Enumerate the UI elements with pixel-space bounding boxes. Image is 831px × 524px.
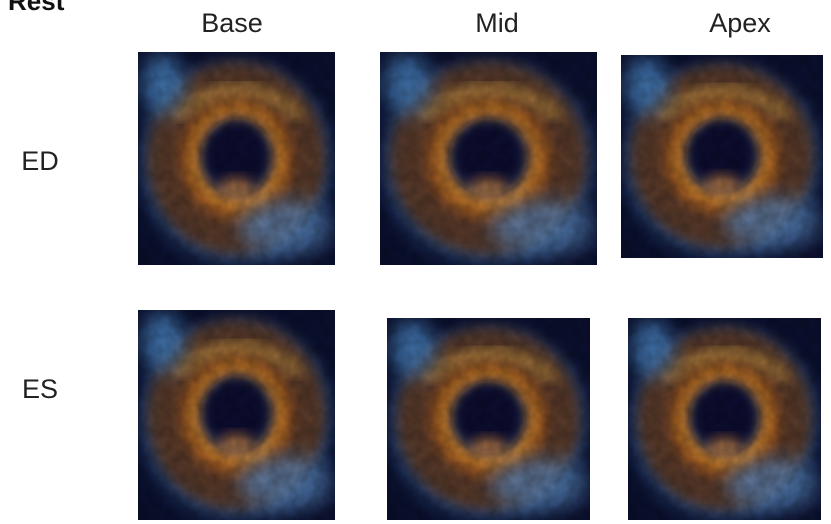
row-label: ED [21, 146, 59, 176]
column-label: Mid [475, 8, 519, 38]
cardiac-image [387, 318, 590, 520]
cardiac-image [380, 52, 597, 265]
figure-title: Rest [8, 0, 65, 16]
cardiac-image [621, 55, 823, 258]
column-label: Apex [709, 8, 771, 38]
cardiac-image [138, 52, 335, 265]
column-label: Base [201, 8, 263, 38]
cardiac-image [628, 318, 821, 520]
page: Rest Base Mid Apex ED ES (() => { const … [0, 0, 831, 524]
cardiac-image [138, 310, 335, 520]
row-label: ES [22, 374, 58, 404]
figure: Rest Base Mid Apex ED ES [0, 0, 831, 524]
